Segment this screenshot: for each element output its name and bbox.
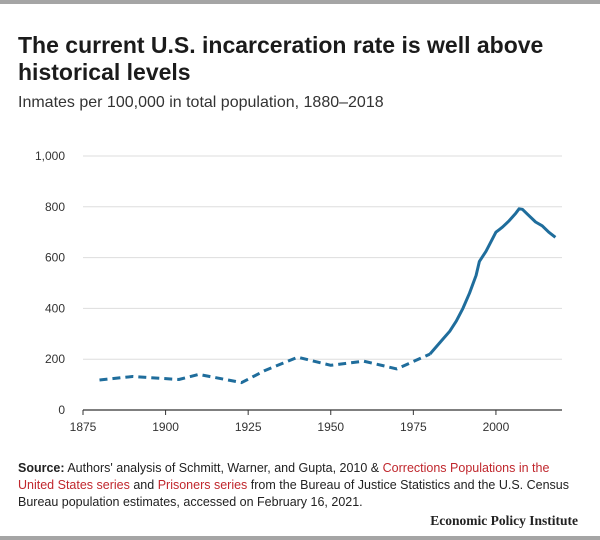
chart-subtitle: Inmates per 100,000 in total population,… (18, 94, 384, 111)
x-tick-label: 1900 (152, 420, 179, 434)
y-tick-label: 200 (45, 352, 65, 366)
y-tick-label: 0 (58, 403, 65, 417)
source-label: Source: (18, 461, 65, 475)
y-tick-label: 1,000 (35, 149, 65, 163)
chart-title: The current U.S. incarceration rate is w… (18, 32, 544, 85)
axes: 0 200 400 600 800 1,000 1875 1900 1925 1950 1975 20… (35, 149, 562, 434)
source-text-2: and (133, 478, 155, 492)
x-tick-label: 1950 (317, 420, 344, 434)
y-tick-label: 800 (45, 200, 65, 214)
x-tick-label: 1875 (70, 420, 97, 434)
x-tick-label: 1925 (235, 420, 262, 434)
line-chart: 0 200 400 600 800 1,000 1875 1900 1925 1950 1975 20… (35, 149, 562, 434)
gridlines (83, 155, 562, 360)
brand-wordmark: Economic Policy Institute (430, 513, 578, 528)
prisoners-series-link[interactable]: Prisoners series (157, 478, 248, 492)
series-line-dashed (99, 352, 431, 385)
source-note: Source: Authors' analysis of Schmitt, Wa… (18, 460, 583, 511)
corrections-populations-link[interactable]: Corrections Populations in the United St… (18, 461, 550, 492)
source-text-3: from the Bureau of Justice Statistics an… (18, 478, 570, 509)
y-tick-label: 400 (45, 301, 65, 315)
x-tick-label: 1975 (400, 420, 427, 434)
x-tick-label: 2000 (483, 420, 510, 434)
y-tick-label: 600 (45, 251, 65, 265)
series (99, 207, 557, 385)
series-line-solid (428, 207, 557, 356)
source-text-1: Authors' analysis of Schmitt, Warner, an… (67, 461, 380, 475)
